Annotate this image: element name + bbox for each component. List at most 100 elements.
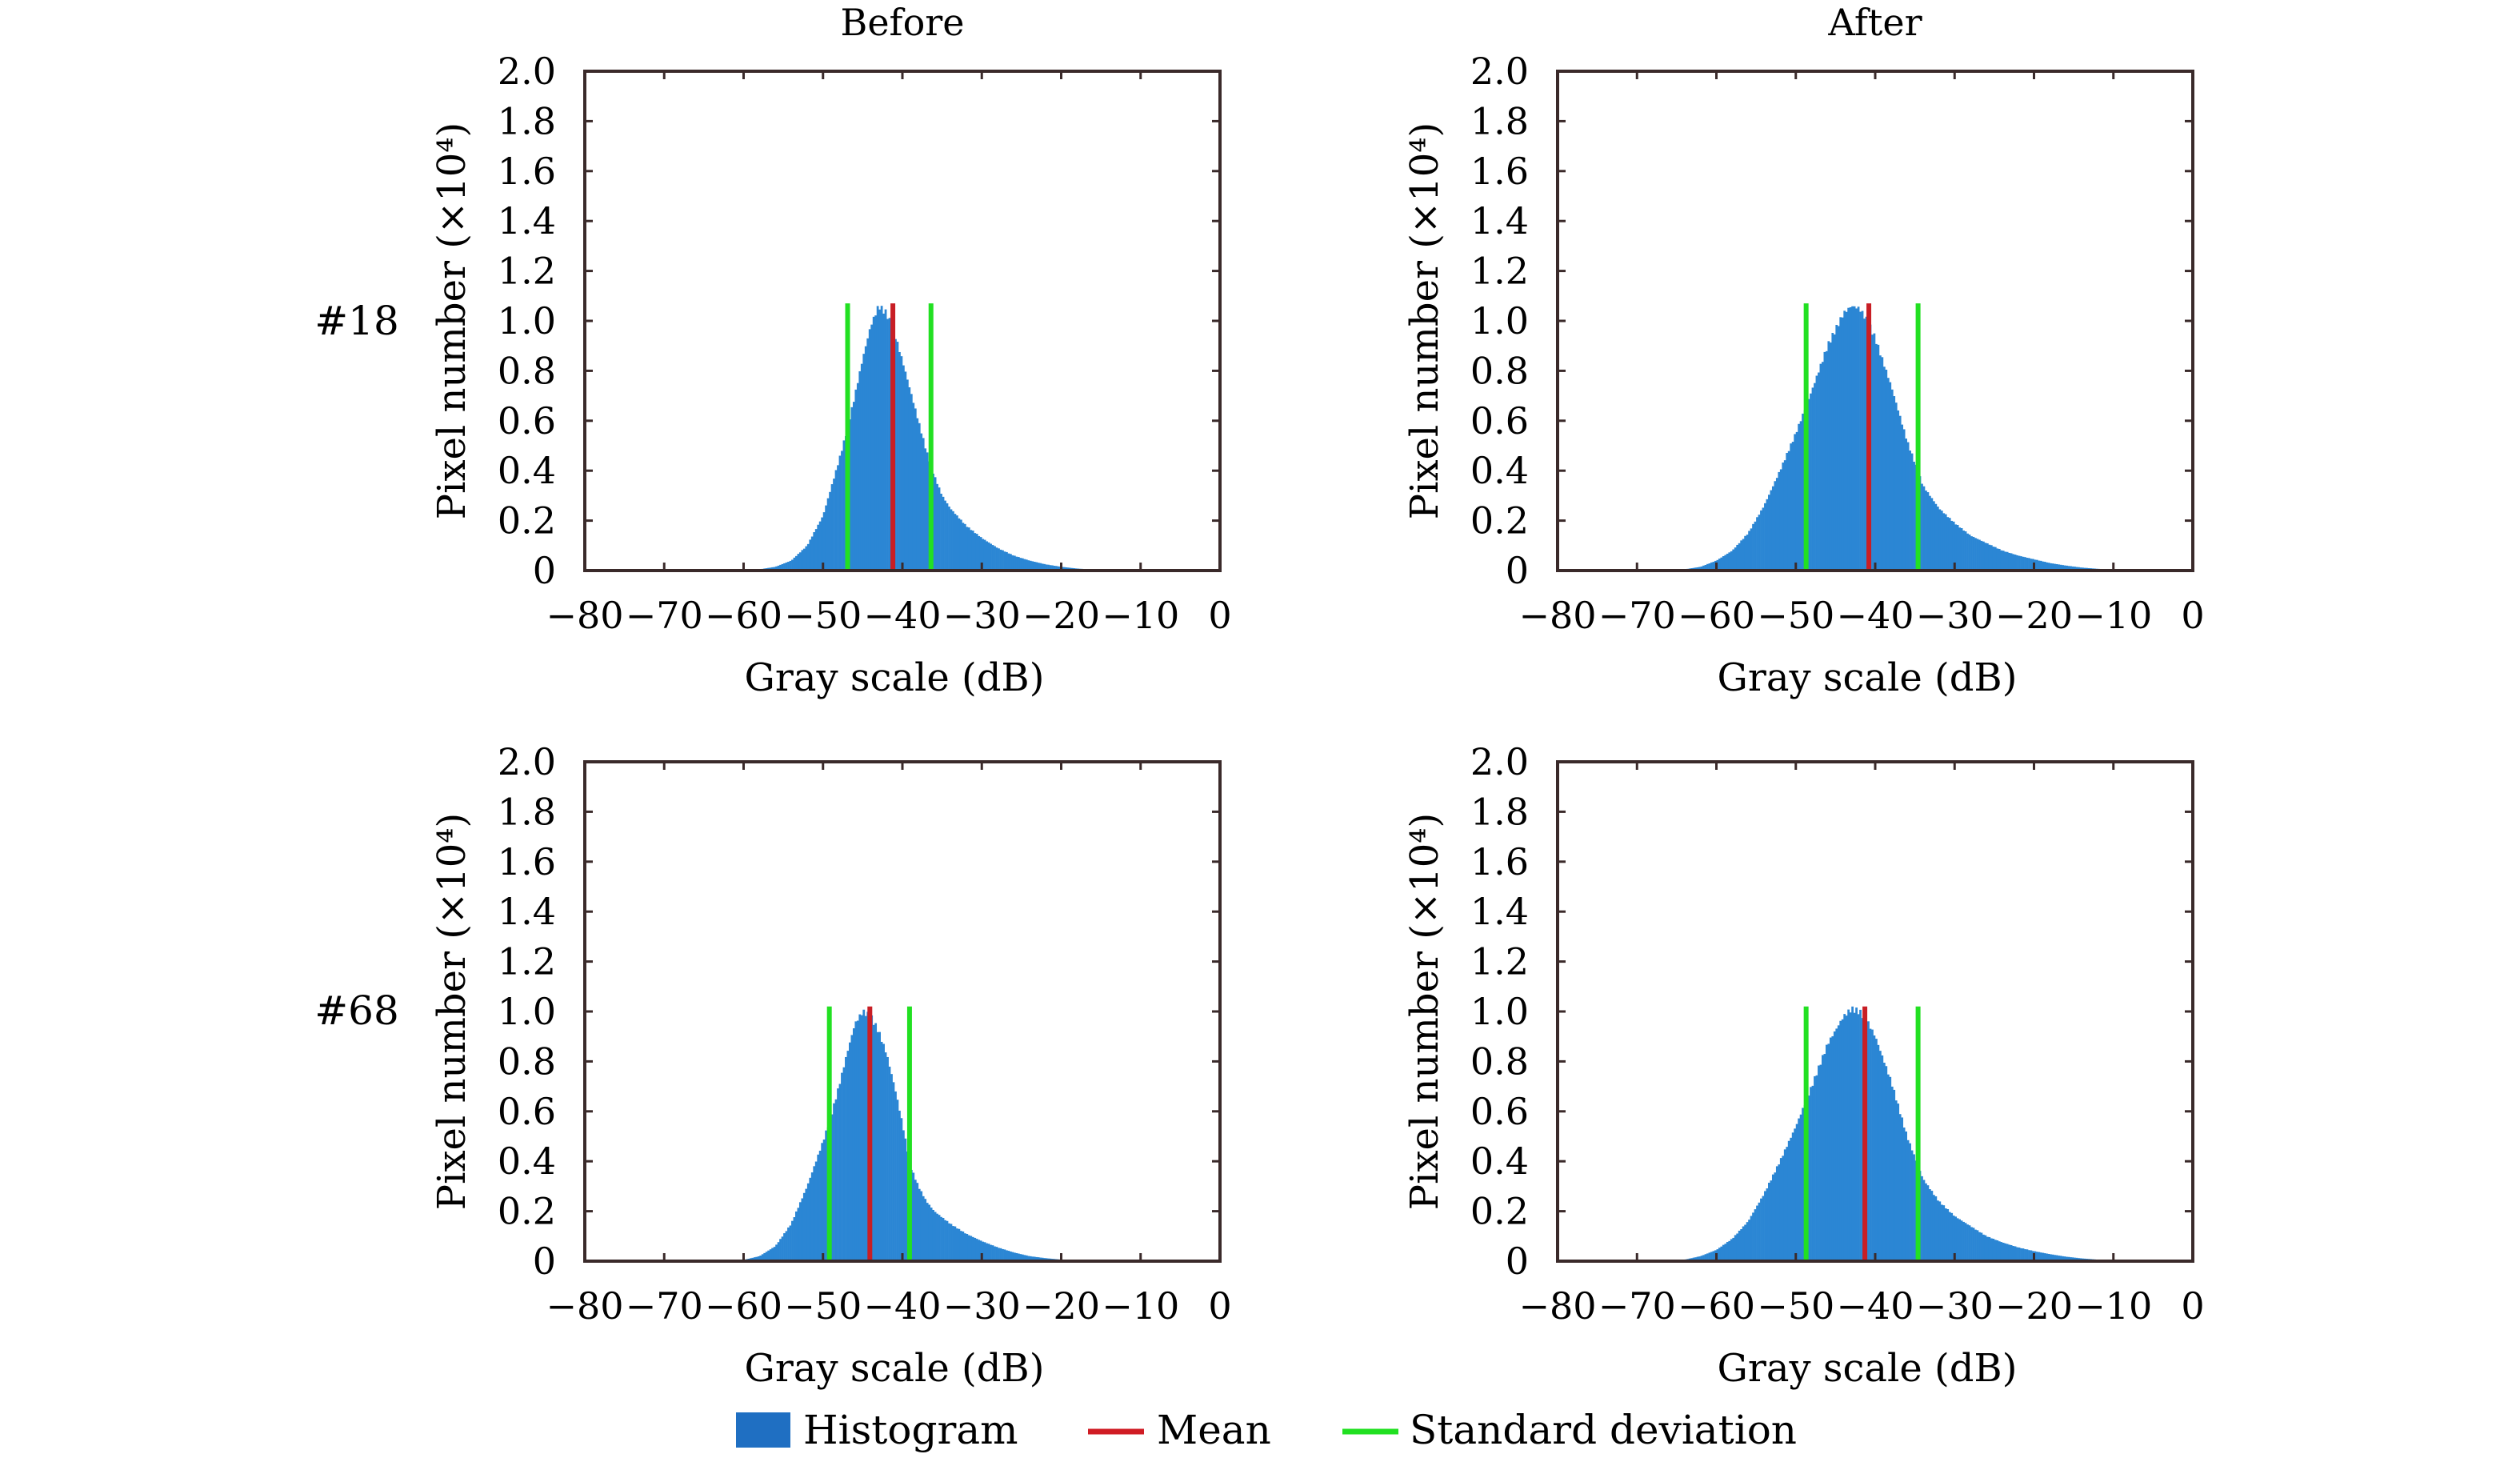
y-tick-label: 0 xyxy=(1506,1240,1529,1283)
histogram-bar xyxy=(1786,453,1789,571)
panel-before-68: −80 −70 −60 −50 −40 −30 −20 −10 0 0 0.2 0.4 0.6 0.8 1.… xyxy=(430,740,1232,1391)
histogram-bar xyxy=(880,306,883,571)
histogram-bar xyxy=(1990,1238,1993,1261)
histogram-bar xyxy=(1787,451,1790,571)
y-tick-label: 0.6 xyxy=(1470,1090,1529,1133)
histogram-bar xyxy=(830,484,834,571)
histogram-bar xyxy=(983,1242,986,1261)
histogram-bar xyxy=(1748,1220,1750,1261)
histogram-bar xyxy=(1019,558,1022,571)
histogram-bar xyxy=(2074,1257,2076,1261)
histogram-bar xyxy=(1037,563,1040,571)
histogram-bar xyxy=(1802,413,1804,571)
column-title-after: After xyxy=(1827,1,1922,44)
histogram-bar xyxy=(783,1233,786,1261)
histogram-bar xyxy=(1698,567,1701,571)
histogram-bar xyxy=(1748,531,1750,571)
histogram-bar xyxy=(1704,1254,1707,1261)
histogram-bar xyxy=(1730,1239,1733,1261)
histogram-bar xyxy=(1033,1256,1036,1261)
row-label-18: #18 xyxy=(314,298,399,344)
histogram-bar xyxy=(991,1245,994,1261)
histogram-bar xyxy=(1998,1241,2001,1261)
histogram-bar xyxy=(1011,555,1014,571)
histogram-bar xyxy=(2058,564,2061,571)
histogram-bar xyxy=(1926,1185,1930,1261)
histogram-bar xyxy=(1873,333,1876,571)
histogram-bar xyxy=(1055,566,1058,571)
histogram-bar xyxy=(2059,564,2062,571)
histogram-bar xyxy=(928,1204,931,1261)
histogram-bar xyxy=(888,1066,891,1261)
histogram-bar xyxy=(822,512,826,571)
y-tick-label: 0.2 xyxy=(1470,1190,1529,1233)
histogram-bar xyxy=(2067,566,2070,571)
histogram-bar xyxy=(860,1015,863,1261)
y-tick-label: 0.8 xyxy=(1470,349,1529,392)
histogram-bar xyxy=(1734,1235,1737,1261)
histogram-bar xyxy=(1779,1158,1782,1261)
histogram-bar xyxy=(2078,567,2080,571)
histogram-bar xyxy=(1049,565,1052,571)
histogram-bar xyxy=(1053,566,1056,571)
histogram-bar xyxy=(814,1161,818,1261)
histogram-bar xyxy=(922,438,925,571)
histogram-bar xyxy=(1700,566,1703,571)
histogram-bar xyxy=(2070,566,2072,571)
histogram-bar xyxy=(959,1231,962,1261)
histogram-bar xyxy=(2059,1256,2062,1261)
histogram-bar xyxy=(1799,421,1802,571)
x-tick-label: −60 xyxy=(1678,1284,1755,1328)
histogram-bar xyxy=(2038,1252,2041,1261)
histogram-bar xyxy=(846,1051,850,1261)
histogram-bar xyxy=(1029,1256,1032,1261)
x-tick-label: −70 xyxy=(1598,594,1676,637)
histogram-bar xyxy=(813,1166,816,1261)
histogram-bar xyxy=(821,1143,824,1261)
histogram-bar xyxy=(2051,563,2054,571)
histogram-bar xyxy=(2042,1252,2045,1261)
histogram-bar xyxy=(1928,495,1931,571)
histogram-bar xyxy=(904,1138,907,1261)
histogram-bar xyxy=(2046,1253,2049,1261)
histogram-bar xyxy=(1998,548,2001,571)
histogram-bar xyxy=(1720,1246,1723,1261)
histogram-bar xyxy=(1898,415,1902,571)
histogram-bar xyxy=(1027,560,1030,571)
histogram-bar xyxy=(2016,555,2018,571)
histogram-bar xyxy=(1861,1018,1864,1261)
histogram-bar xyxy=(1968,1225,1971,1261)
y-tick-label: 1.6 xyxy=(1470,840,1529,883)
histogram-bar xyxy=(999,549,1002,571)
histogram-bar xyxy=(818,521,822,571)
histogram-bar xyxy=(826,498,830,571)
histogram-bar xyxy=(1954,1216,1958,1261)
histogram-bar xyxy=(1849,1012,1852,1261)
histogram-bar xyxy=(1002,1248,1004,1261)
histogram-bar xyxy=(1878,1051,1882,1261)
histogram-bar xyxy=(1902,1128,1906,1261)
histogram-bar xyxy=(1972,536,1975,571)
histogram-bar xyxy=(950,509,953,571)
histogram-bar xyxy=(841,1072,843,1261)
histogram-bar xyxy=(1003,1249,1006,1261)
histogram-bar xyxy=(791,1220,794,1261)
histogram-bar xyxy=(1771,486,1774,571)
histogram-bar xyxy=(2010,553,2013,571)
histogram-bar xyxy=(1897,410,1900,571)
histogram-bar xyxy=(1944,514,1947,571)
histogram-bar xyxy=(1841,317,1844,571)
histogram-bar xyxy=(1045,564,1048,571)
histogram-bar xyxy=(2008,552,2011,571)
y-tick-label: 1.2 xyxy=(1470,250,1529,293)
histogram-bar xyxy=(1738,1230,1741,1261)
histogram-bar xyxy=(1992,547,1995,571)
histogram-bar xyxy=(1031,561,1034,571)
histogram-bar xyxy=(2075,1257,2078,1261)
histogram-bar xyxy=(864,1015,867,1261)
histogram-bar xyxy=(781,563,784,571)
x-tick-label: −10 xyxy=(1102,594,1179,637)
histogram-bar xyxy=(1898,1114,1902,1261)
histogram-bar xyxy=(1934,503,1938,571)
histogram-bar xyxy=(1968,535,1971,571)
